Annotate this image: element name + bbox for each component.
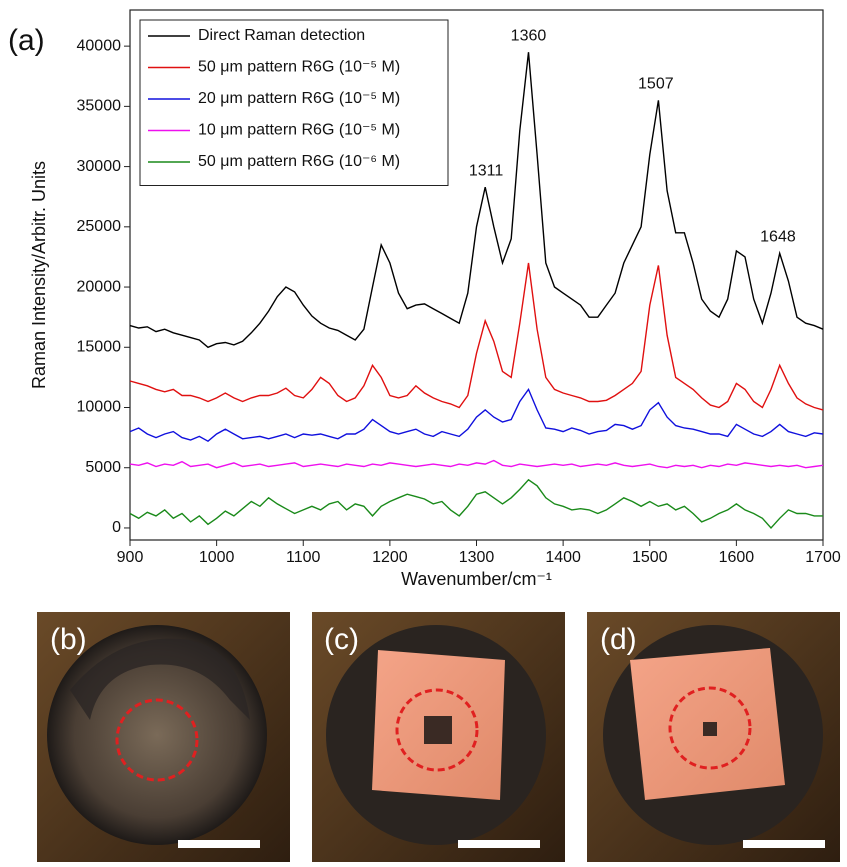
- series-line: [129, 387, 824, 443]
- x-tick-label: 1600: [719, 549, 755, 566]
- y-tick-label: 25000: [77, 218, 122, 235]
- y-axis-label: Raman Intensity/Arbitr. Units: [29, 161, 49, 389]
- x-tick-label: 1100: [286, 549, 321, 566]
- photo-c: (c): [312, 612, 565, 862]
- photo-d: (d): [587, 612, 840, 862]
- peak-label: 1648: [760, 229, 796, 246]
- x-tick-label: 1000: [199, 549, 235, 566]
- peak-label: 1311: [469, 162, 504, 179]
- y-tick-label: 35000: [77, 98, 122, 115]
- legend-label: 50 μm pattern R6G (10⁻⁶ M): [198, 153, 400, 170]
- legend-label: 10 μm pattern R6G (10⁻⁵ M): [198, 122, 400, 139]
- y-tick-label: 10000: [77, 399, 122, 416]
- panel-label: (c): [324, 623, 359, 656]
- y-tick-label: 15000: [77, 338, 122, 355]
- photo-b: (b): [37, 612, 290, 862]
- series-line: [129, 459, 824, 469]
- series-line: [129, 52, 824, 349]
- panel-label: (d): [600, 623, 637, 656]
- x-axis-label: Wavenumber/cm⁻¹: [401, 569, 552, 589]
- y-tick-label: 20000: [77, 278, 122, 295]
- y-tick-label: 0: [112, 519, 121, 536]
- legend-label: Direct Raman detection: [198, 27, 365, 44]
- x-tick-label: 1300: [459, 549, 495, 566]
- legend-label: 20 μm pattern R6G (10⁻⁵ M): [198, 90, 400, 107]
- peak-label: 1360: [511, 27, 547, 44]
- legend-box: [139, 19, 449, 186]
- legend-label: 50 μm pattern R6G (10⁻⁵ M): [198, 59, 400, 76]
- panel-label: (b): [50, 623, 87, 656]
- x-tick-label: 1500: [632, 549, 668, 566]
- y-tick-label: 40000: [77, 37, 122, 54]
- peak-label: 1507: [638, 76, 674, 93]
- panel-label: (a): [8, 24, 45, 57]
- y-tick-label: 5000: [85, 459, 121, 476]
- series-line: [129, 478, 823, 530]
- y-tick-label: 30000: [77, 158, 122, 175]
- x-tick-label: 1400: [545, 549, 581, 566]
- x-tick-label: 900: [117, 549, 144, 566]
- x-tick-label: 1200: [372, 549, 408, 566]
- x-tick-label: 1700: [805, 549, 841, 566]
- series-line: [129, 262, 824, 411]
